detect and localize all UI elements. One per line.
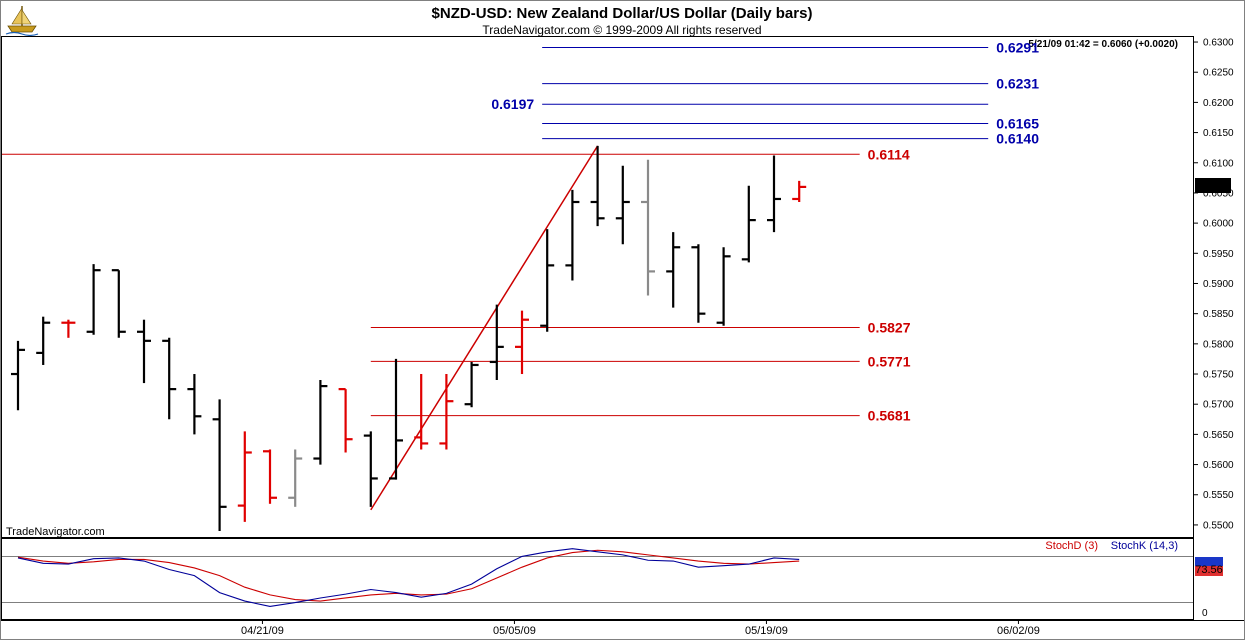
watermark-text: TradeNavigator.com bbox=[6, 526, 105, 538]
fib-level-label: 0.6114 bbox=[868, 146, 910, 162]
stochd-badge bbox=[1195, 566, 1223, 576]
trendline bbox=[370, 145, 599, 511]
trendline-layer bbox=[370, 145, 599, 511]
ohlc-bar bbox=[666, 232, 681, 308]
ohlc-bar bbox=[36, 316, 51, 365]
ohlc-bar bbox=[590, 145, 605, 227]
ohlc-bar bbox=[137, 319, 151, 384]
ohlc-bar bbox=[212, 399, 227, 531]
ohlc-bars bbox=[11, 145, 807, 531]
stochk-line bbox=[17, 548, 800, 608]
ohlc-bar bbox=[565, 189, 580, 281]
ohlc-bar bbox=[363, 431, 378, 507]
ohlc-bar bbox=[792, 180, 807, 202]
ohlc-bar bbox=[61, 319, 76, 338]
chart-title: $NZD-USD: New Zealand Dollar/US Dollar (… bbox=[432, 5, 813, 22]
fib-level-label: 0.5681 bbox=[868, 408, 911, 424]
price-tick-label: 0.6000 bbox=[1203, 219, 1234, 230]
fib-level-label: 0.6231 bbox=[996, 76, 1039, 92]
stoch-zero-tick: 0 bbox=[1202, 608, 1208, 619]
price-tick-label: 0.5850 bbox=[1203, 309, 1234, 320]
price-tick-label: 0.6200 bbox=[1203, 98, 1234, 109]
stochastic-layer bbox=[2, 548, 1193, 608]
fib-level-label: 0.6165 bbox=[996, 116, 1039, 132]
chart-subtitle: TradeNavigator.com © 1999-2009 All right… bbox=[482, 23, 761, 37]
date-tick-label: 04/21/09 bbox=[241, 625, 284, 637]
price-panel bbox=[1, 36, 1194, 538]
date-tick-label: 05/19/09 bbox=[745, 625, 788, 637]
price-tick-label: 0.6150 bbox=[1203, 128, 1234, 139]
ohlc-bar bbox=[162, 337, 177, 420]
ohlc-bar bbox=[338, 388, 353, 453]
legend-stochk: StochK (14,3) bbox=[1111, 540, 1178, 552]
price-tick-label: 0.5550 bbox=[1203, 490, 1234, 501]
ohlc-bar bbox=[641, 159, 655, 296]
ohlc-bar bbox=[691, 244, 706, 323]
ohlc-bar bbox=[86, 264, 101, 335]
ohlc-bar bbox=[464, 361, 479, 408]
ohlc-bar bbox=[414, 374, 429, 450]
price-tick-label: 0.6100 bbox=[1203, 158, 1234, 169]
ohlc-bar bbox=[237, 431, 252, 522]
last-price-text: 0.6060 bbox=[1196, 181, 1230, 193]
ohlc-bar bbox=[767, 155, 781, 233]
ohlc-bar bbox=[288, 449, 303, 507]
ohlc-bar bbox=[615, 165, 630, 245]
ohlc-bar bbox=[313, 380, 328, 465]
fib-level-label: 0.5827 bbox=[868, 320, 911, 336]
stochd-line bbox=[17, 549, 800, 602]
price-axis: 0.5500 0.5550 0.5600 0.5650 0.5700 0.5750 0.58… bbox=[1193, 38, 1234, 531]
ohlc-bar bbox=[515, 310, 529, 375]
price-tick-label: 0.5600 bbox=[1203, 460, 1234, 471]
ohlc-bar bbox=[187, 374, 202, 435]
ohlc-bar bbox=[11, 340, 25, 411]
price-tick-label: 0.6050 bbox=[1203, 188, 1234, 199]
ohlc-bar bbox=[716, 247, 731, 326]
date-tick-label: 06/02/09 bbox=[997, 625, 1040, 637]
ohlc-bar bbox=[489, 304, 504, 381]
price-tick-label: 0.5650 bbox=[1203, 430, 1234, 441]
ohlc-bar bbox=[263, 449, 277, 504]
stochk-badge bbox=[1195, 557, 1223, 566]
ohlc-bar bbox=[389, 358, 403, 480]
quote-readout: 5/21/09 01:42 = 0.6060 (+0.0020) bbox=[1028, 39, 1178, 50]
ohlc-bar bbox=[111, 269, 126, 338]
fib-level-label: 0.6140 bbox=[996, 131, 1039, 147]
fib-level-label: 0.5771 bbox=[868, 353, 911, 369]
ship-logo-icon bbox=[5, 6, 39, 37]
date-axis: 04/21/09 05/05/09 05/19/09 06/02/09 bbox=[241, 620, 1040, 637]
price-tick-label: 0.5500 bbox=[1203, 520, 1234, 531]
fib-level-label: 0.6291 bbox=[996, 39, 1039, 55]
price-tick-label: 0.5800 bbox=[1203, 339, 1234, 350]
stoch-last-value: 73.56 bbox=[1195, 564, 1223, 576]
date-tick-label: 05/05/09 bbox=[493, 625, 536, 637]
fib-level-label: 0.6197 bbox=[491, 96, 534, 112]
price-tick-label: 0.5750 bbox=[1203, 370, 1234, 381]
ohlc-bar bbox=[439, 374, 454, 450]
price-tick-label: 0.6300 bbox=[1203, 38, 1234, 49]
price-tick-label: 0.5700 bbox=[1203, 400, 1234, 411]
legend-stochd: StochD (3) bbox=[1045, 540, 1098, 552]
price-tick-label: 0.5950 bbox=[1203, 249, 1234, 260]
ohlc-bar bbox=[741, 185, 756, 263]
last-price-badge bbox=[1195, 178, 1231, 193]
price-tick-label: 0.6250 bbox=[1203, 68, 1234, 79]
ohlc-bar bbox=[540, 229, 555, 332]
price-tick-label: 0.5900 bbox=[1203, 279, 1234, 290]
